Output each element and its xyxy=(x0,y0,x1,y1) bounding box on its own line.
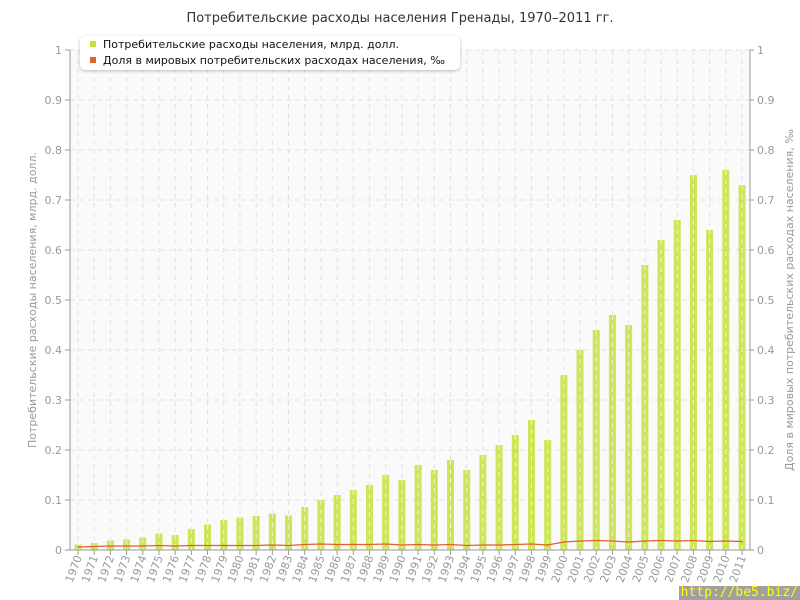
bar xyxy=(414,465,422,550)
y2-tick-label: 0.4 xyxy=(757,344,775,357)
line-point xyxy=(611,540,614,542)
line-point xyxy=(644,540,646,542)
y2-tick-label: 0.3 xyxy=(757,394,775,407)
y-tick-label: 0.3 xyxy=(45,394,63,407)
y-tick-label: 0.1 xyxy=(45,494,63,507)
line-point xyxy=(239,544,241,547)
line-point xyxy=(660,539,662,542)
bar xyxy=(398,480,406,550)
legend: Потребительские расходы населения, млрд.… xyxy=(80,36,460,70)
y2-tick-label: 1 xyxy=(757,44,764,57)
line-point xyxy=(352,543,355,546)
bar xyxy=(171,535,179,550)
y-tick-label: 1 xyxy=(55,44,62,57)
line-point xyxy=(708,540,711,543)
y2-tick-label: 0.1 xyxy=(757,494,775,507)
line-point xyxy=(692,539,695,542)
y-tick-label: 0 xyxy=(55,544,62,557)
line-point xyxy=(77,546,79,548)
bar xyxy=(495,445,503,550)
line-point xyxy=(563,541,565,543)
line-point xyxy=(401,544,403,546)
y2-tick-label: 0.5 xyxy=(757,294,775,307)
legend-item-line[interactable]: Доля в мировых потребительских расходах … xyxy=(90,54,445,68)
legend-swatch-bars xyxy=(90,41,96,47)
y-tick-label: 0.4 xyxy=(45,344,63,357)
line-point xyxy=(676,540,679,542)
line-point xyxy=(336,543,338,546)
bar xyxy=(123,539,131,550)
bar xyxy=(220,520,228,550)
y-tick-label: 0.9 xyxy=(45,94,63,107)
legend-label: Потребительские расходы населения, млрд.… xyxy=(103,38,399,51)
line-point xyxy=(174,545,176,547)
chart-title: Потребительские расходы населения Гренад… xyxy=(186,11,613,26)
plot-area xyxy=(70,50,750,550)
line-point xyxy=(741,540,743,543)
bar xyxy=(706,230,714,550)
line-point xyxy=(222,544,225,547)
line-point xyxy=(190,544,193,547)
y2-tick-label: 0.7 xyxy=(757,194,775,207)
bar xyxy=(560,375,568,550)
watermark[interactable]: http://be5.biz/ xyxy=(678,585,800,600)
y2-tick-label: 0.8 xyxy=(757,144,775,157)
line-point xyxy=(627,541,630,543)
line-point xyxy=(449,543,452,546)
line-point xyxy=(206,544,209,547)
line-point xyxy=(384,543,387,545)
line-point xyxy=(141,545,144,547)
line-point xyxy=(417,543,419,546)
y-tick-label: 0.6 xyxy=(45,244,63,257)
line-point xyxy=(368,543,371,546)
line-point xyxy=(546,544,549,546)
line-point xyxy=(125,545,128,547)
bar xyxy=(641,265,649,550)
line-point xyxy=(579,540,581,542)
legend-item-bars[interactable]: Потребительские расходы населения, млрд.… xyxy=(90,38,399,52)
line-point xyxy=(93,545,95,548)
line-point xyxy=(530,543,533,545)
line-point xyxy=(514,543,517,546)
legend-swatch-line xyxy=(90,57,96,63)
bar xyxy=(366,485,374,550)
bar xyxy=(285,515,293,550)
line-point xyxy=(320,543,322,545)
y-tick-label: 0.8 xyxy=(45,144,63,157)
bar xyxy=(317,500,325,550)
line-point xyxy=(465,544,468,547)
bar xyxy=(689,175,697,550)
series-line xyxy=(77,539,743,548)
y2-tick-label: 0.6 xyxy=(757,244,775,257)
y2-axis-label: Доля в мировых потребительских расходах … xyxy=(783,129,796,471)
line-point xyxy=(725,540,727,542)
y2-tick-label: 0 xyxy=(757,544,764,557)
y2-tick-label: 0.9 xyxy=(757,94,775,107)
line-point xyxy=(482,544,484,546)
line-point xyxy=(303,543,306,546)
legend-label: Доля в мировых потребительских расходах … xyxy=(103,54,445,67)
y-tick-label: 0.5 xyxy=(45,294,63,307)
line-point xyxy=(271,544,274,546)
line-point xyxy=(287,544,290,547)
y-tick-label: 0.7 xyxy=(45,194,63,207)
line-point xyxy=(498,544,500,546)
y-axis-label: Потребительские расходы населения, млрд.… xyxy=(26,152,39,448)
bar xyxy=(252,516,260,550)
y-tick-label: 0.2 xyxy=(45,444,63,457)
y2-tick-label: 0.2 xyxy=(757,444,775,457)
bar xyxy=(139,537,147,550)
line-point xyxy=(158,544,160,547)
line-point xyxy=(109,545,112,547)
bar xyxy=(236,517,244,550)
line-point xyxy=(595,539,598,542)
bar xyxy=(155,533,163,550)
line-point xyxy=(255,544,257,547)
line-point xyxy=(433,544,436,546)
